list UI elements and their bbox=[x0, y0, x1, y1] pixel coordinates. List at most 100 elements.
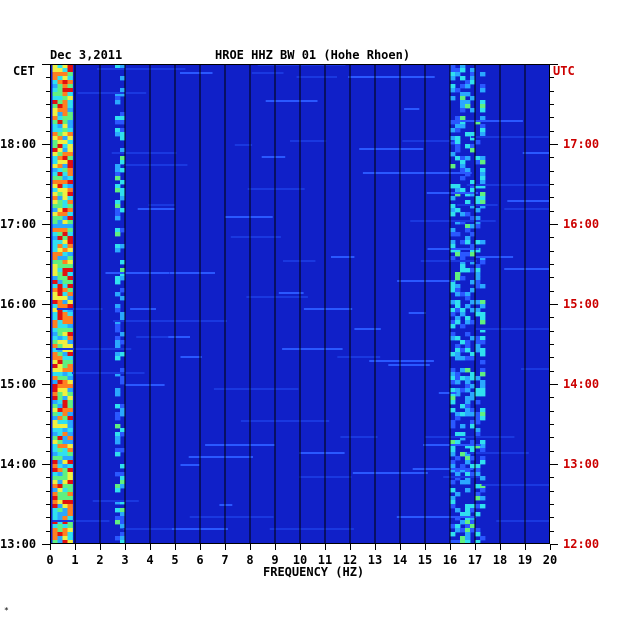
corner-mark: * bbox=[4, 606, 9, 615]
energy-cell bbox=[57, 268, 63, 273]
energy-band-0 bbox=[52, 64, 73, 544]
y-tick-right bbox=[550, 437, 554, 438]
energy-cell bbox=[57, 216, 63, 221]
energy-cell bbox=[67, 340, 73, 345]
energy-cell bbox=[57, 336, 63, 341]
energy-cell bbox=[120, 276, 126, 281]
energy-cell bbox=[455, 248, 461, 253]
noise-streak bbox=[369, 360, 434, 362]
energy-cell bbox=[470, 216, 476, 221]
energy-cell bbox=[475, 348, 481, 353]
energy-cell bbox=[52, 128, 58, 133]
energy-cell bbox=[57, 224, 63, 229]
energy-cell bbox=[67, 532, 73, 537]
energy-cell bbox=[480, 160, 486, 165]
energy-cell bbox=[460, 76, 466, 81]
energy-cell bbox=[480, 88, 486, 93]
energy-cell bbox=[470, 444, 476, 449]
energy-cell bbox=[52, 512, 58, 517]
utc-label: UTC bbox=[553, 64, 575, 78]
x-tick bbox=[200, 544, 201, 550]
energy-cell bbox=[57, 276, 63, 281]
energy-cell bbox=[62, 252, 68, 257]
energy-cell bbox=[52, 80, 58, 85]
y-tick-right bbox=[550, 277, 554, 278]
energy-cell bbox=[57, 540, 63, 544]
energy-cell bbox=[460, 100, 466, 105]
noise-streak bbox=[278, 292, 304, 294]
energy-cell bbox=[57, 108, 63, 113]
energy-cell bbox=[455, 148, 461, 153]
energy-cell bbox=[475, 248, 481, 253]
energy-cell bbox=[455, 416, 461, 421]
energy-cell bbox=[57, 404, 63, 409]
energy-cell bbox=[57, 164, 63, 169]
energy-cell bbox=[115, 232, 121, 237]
energy-cell bbox=[115, 208, 121, 213]
x-tick bbox=[250, 544, 251, 550]
energy-cell bbox=[455, 456, 461, 461]
energy-cell bbox=[62, 104, 68, 109]
energy-cell bbox=[52, 76, 58, 81]
energy-cell bbox=[465, 540, 471, 544]
y-tick-right bbox=[550, 357, 554, 358]
energy-cell bbox=[450, 284, 456, 289]
y-tick-right bbox=[550, 371, 554, 372]
energy-cell bbox=[475, 540, 481, 544]
energy-cell bbox=[67, 236, 73, 241]
energy-cell bbox=[460, 512, 466, 517]
energy-cell bbox=[455, 88, 461, 93]
energy-cell bbox=[52, 492, 58, 497]
energy-cell bbox=[67, 152, 73, 157]
energy-cell bbox=[62, 92, 68, 97]
energy-cell bbox=[455, 188, 461, 193]
energy-cell bbox=[120, 244, 126, 249]
energy-cell bbox=[480, 384, 486, 389]
energy-cell bbox=[57, 184, 63, 189]
energy-cell bbox=[475, 276, 481, 281]
energy-cell bbox=[120, 404, 126, 409]
energy-cell bbox=[450, 184, 456, 189]
energy-cell bbox=[115, 212, 121, 217]
energy-cell bbox=[470, 412, 476, 417]
y-tick-label-right: 14:00 bbox=[563, 377, 600, 391]
energy-cell bbox=[62, 116, 68, 121]
energy-cell bbox=[57, 536, 63, 541]
energy-cell bbox=[450, 372, 456, 377]
energy-cell bbox=[450, 128, 456, 133]
energy-cell bbox=[62, 540, 68, 544]
y-tick-left bbox=[46, 517, 50, 518]
y-tick-label-right: 12:00 bbox=[563, 537, 600, 551]
energy-cell bbox=[465, 224, 471, 229]
energy-cell bbox=[115, 96, 121, 101]
energy-cell bbox=[62, 408, 68, 413]
energy-cell bbox=[67, 348, 73, 353]
energy-cell bbox=[460, 116, 466, 121]
y-tick-right bbox=[550, 451, 554, 452]
plot-frame bbox=[50, 64, 550, 544]
y-tick-right bbox=[550, 411, 554, 412]
energy-cell bbox=[52, 196, 58, 201]
energy-cell bbox=[480, 328, 486, 333]
energy-cell bbox=[475, 496, 481, 501]
energy-cell bbox=[480, 260, 486, 265]
energy-cell bbox=[62, 300, 68, 305]
energy-cell bbox=[115, 228, 121, 233]
noise-streak bbox=[113, 320, 178, 322]
energy-cell bbox=[67, 112, 73, 117]
y-tick-left bbox=[46, 491, 50, 492]
energy-cell bbox=[480, 440, 486, 445]
energy-cell bbox=[460, 268, 466, 273]
energy-cell bbox=[460, 276, 466, 281]
energy-cell bbox=[120, 180, 126, 185]
energy-cell bbox=[460, 104, 466, 109]
x-tick-label: 11 bbox=[317, 553, 333, 567]
y-tick-left bbox=[46, 211, 50, 212]
y-tick-left bbox=[46, 397, 50, 398]
energy-cell bbox=[480, 180, 486, 185]
energy-cell bbox=[62, 496, 68, 501]
energy-cell bbox=[52, 348, 58, 353]
energy-cell bbox=[465, 252, 471, 257]
noise-streak bbox=[130, 308, 156, 310]
energy-cell bbox=[455, 392, 461, 397]
